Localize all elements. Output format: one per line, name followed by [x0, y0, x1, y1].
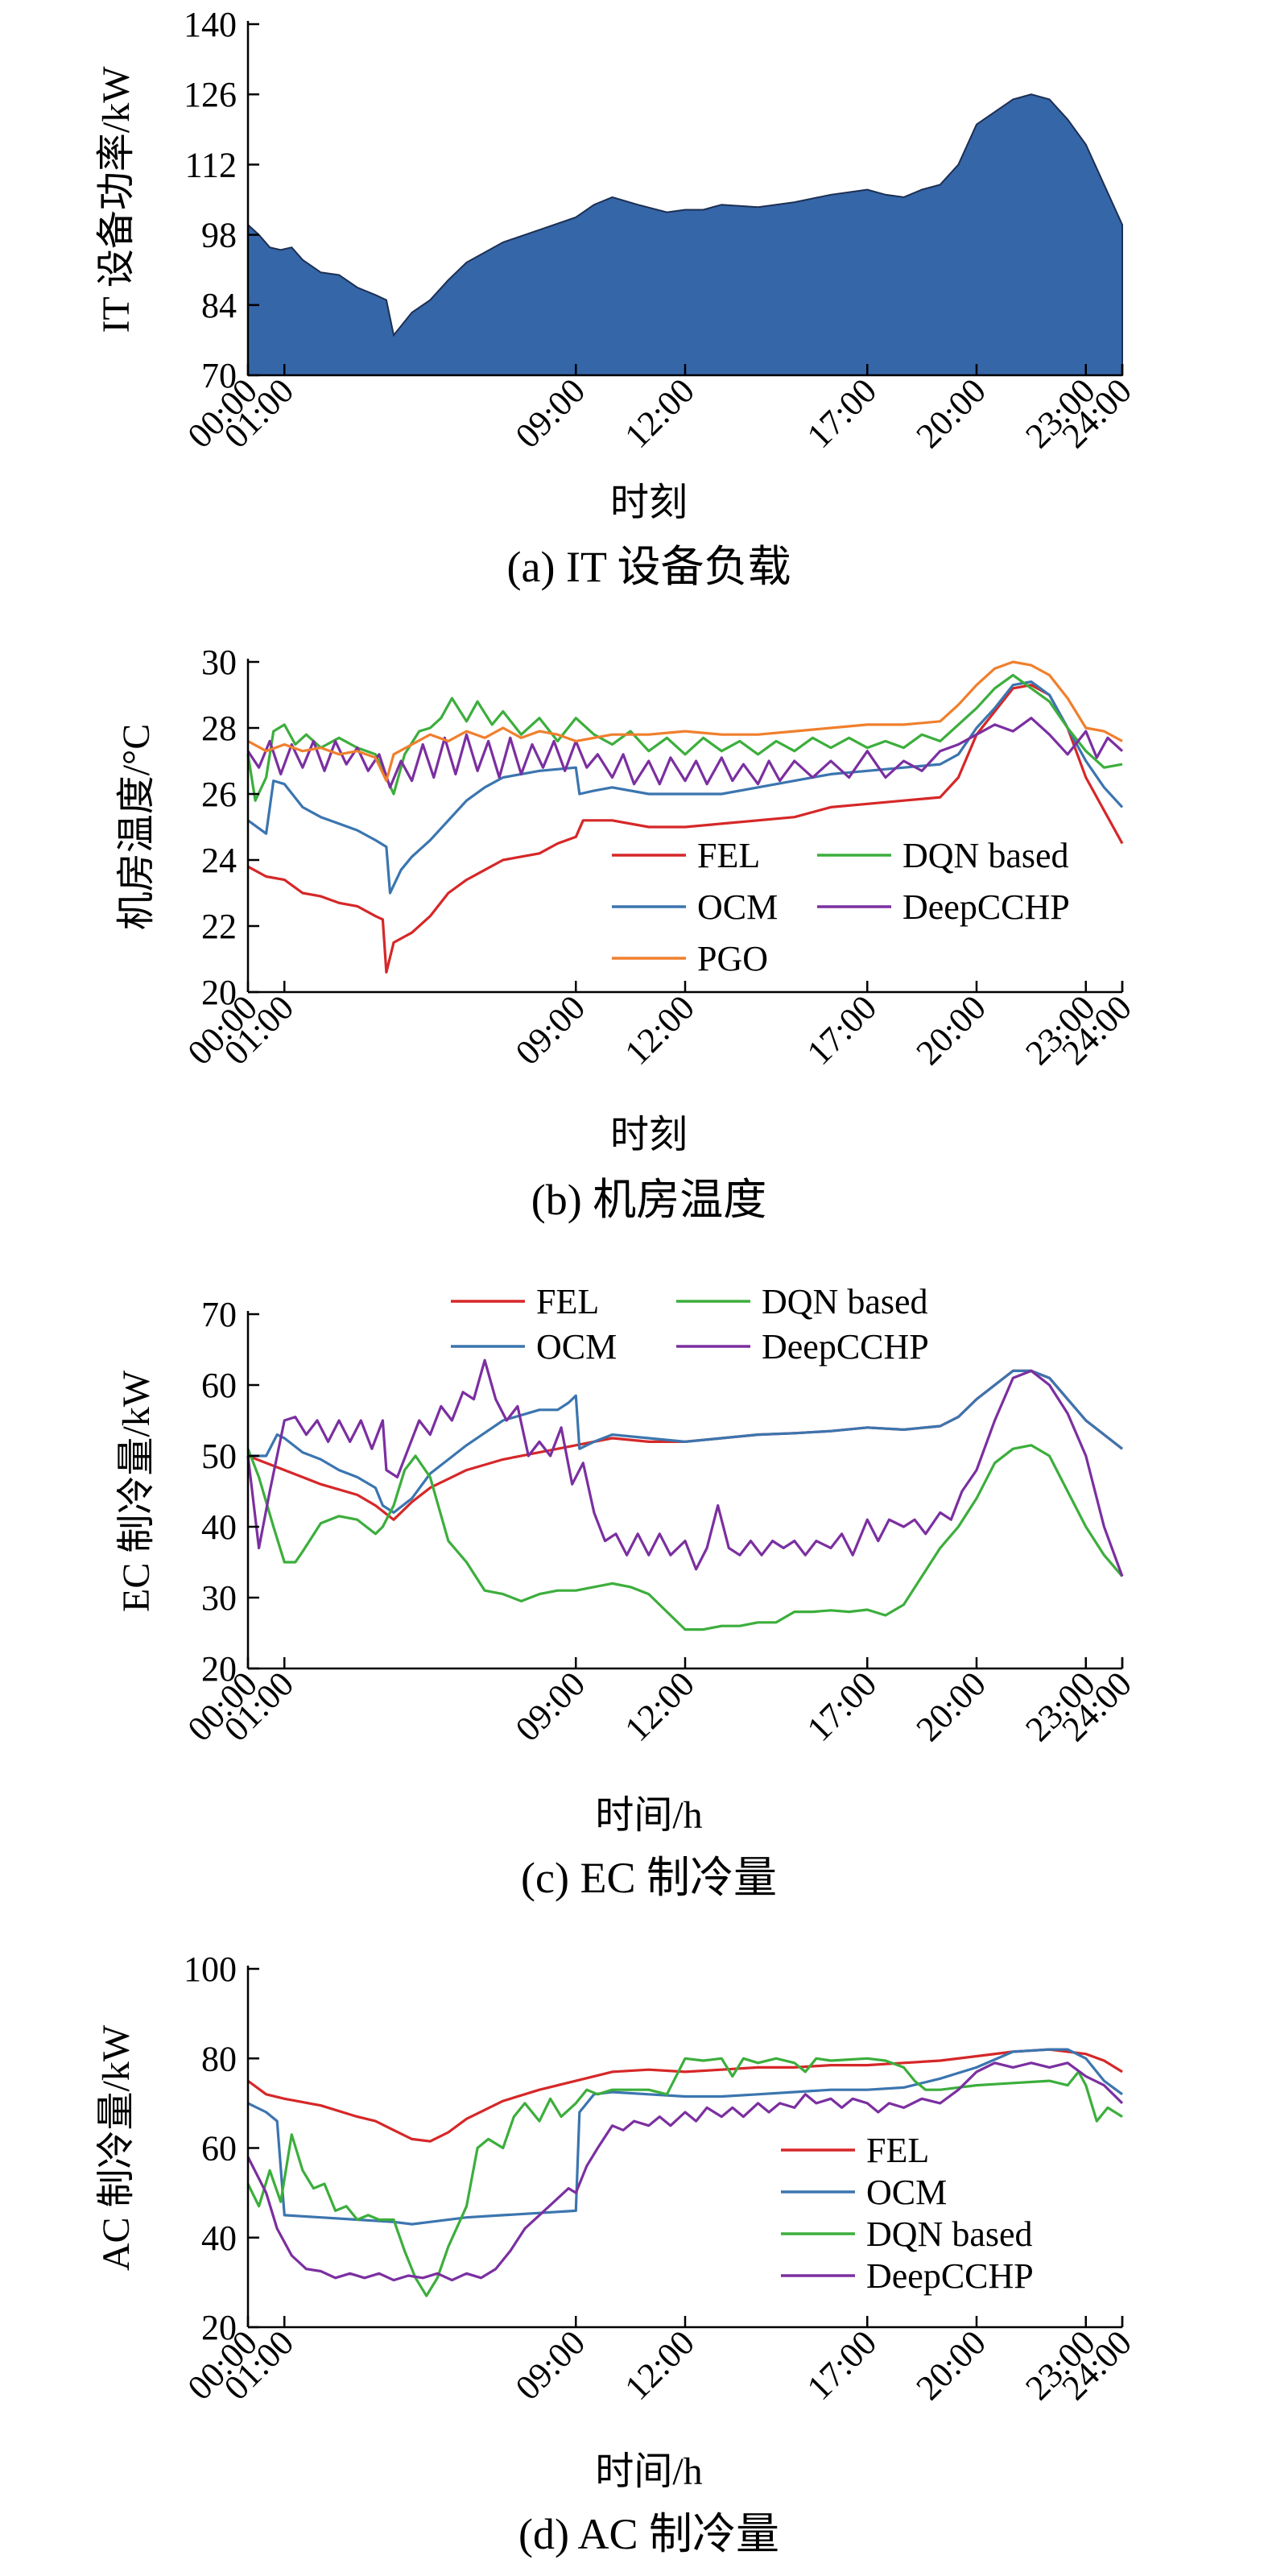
legend-label: FEL	[536, 1282, 599, 1321]
x-axis-label: 时间/h	[595, 2450, 702, 2493]
x-tick-label: 12:00	[617, 370, 703, 456]
legend-label: PGO	[697, 939, 768, 978]
y-tick-label: 80	[201, 2039, 237, 2078]
x-tick-label: 20:00	[909, 370, 994, 456]
x-tick-label: 20:00	[909, 2322, 994, 2408]
x-tick-label: 20:00	[909, 1664, 994, 1749]
y-tick-label: 126	[184, 75, 237, 114]
series-line-pgo	[247, 660, 1123, 783]
panel-caption: (c) EC 制冷量	[521, 1854, 777, 1902]
x-tick-label: 09:00	[508, 987, 593, 1073]
series-line-ocm	[248, 1369, 1123, 1515]
y-tick-label: 30	[201, 643, 237, 682]
legend-label: DeepCCHP	[902, 887, 1070, 927]
y-tick-label: 22	[201, 907, 237, 946]
y-tick-label: 112	[185, 145, 237, 184]
legend-label: OCM	[536, 1327, 617, 1367]
y-tick-label: 98	[201, 216, 237, 255]
panel-caption: (d) AC 制冷量	[518, 2510, 779, 2558]
y-tick-label: 20	[201, 973, 237, 1012]
y-tick-label: 24	[201, 841, 237, 880]
y-tick-label: 100	[184, 1950, 237, 1989]
y-tick-label: 40	[201, 1507, 237, 1547]
legend-label: FEL	[697, 836, 760, 875]
y-tick-label: 50	[201, 1437, 237, 1476]
x-tick-label: 09:00	[508, 370, 593, 456]
x-tick-label: 17:00	[799, 987, 885, 1073]
x-tick-label: 09:00	[508, 1664, 593, 1749]
y-tick-label: 26	[201, 775, 237, 814]
x-axis-label: 时间/h	[595, 1794, 702, 1837]
series-line-ocm	[247, 680, 1124, 895]
legend-label: DeepCCHP	[762, 1327, 929, 1367]
legend: FEL OCM PGO DQN based DeepCCHP	[612, 836, 1070, 978]
panel-caption: (b) 机房温度	[531, 1176, 766, 1224]
x-tick-label: 12:00	[617, 987, 703, 1073]
y-tick-label: 60	[201, 1366, 237, 1405]
y-axis-label: AC 制冷量/kW	[95, 2024, 138, 2271]
y-axis-label: IT 设备功率/kW	[95, 66, 138, 333]
series-line-fel	[247, 2048, 1123, 2143]
y-tick-label: 28	[201, 709, 237, 748]
legend-label: DQN based	[762, 1282, 928, 1321]
area-series-it-power	[247, 93, 1123, 376]
x-tick-label: 20:00	[909, 987, 994, 1073]
y-tick-label: 20	[201, 1649, 237, 1689]
legend-label: FEL	[866, 2131, 929, 2170]
x-tick-label: 09:00	[508, 2322, 593, 2408]
y-axis-label: 机房温度/°C	[115, 724, 158, 931]
legend-label: OCM	[866, 2173, 947, 2212]
y-tick-label: 40	[201, 2218, 237, 2258]
x-tick-label: 17:00	[799, 2322, 885, 2408]
x-tick-label: 17:00	[799, 1664, 885, 1749]
y-tick-label: 30	[201, 1578, 237, 1618]
legend-label: DQN based	[866, 2214, 1033, 2254]
series-line-deepcchp	[246, 717, 1124, 789]
y-tick-label: 140	[184, 5, 237, 44]
legend: FEL OCM DQN based DeepCCHP	[451, 1282, 929, 1367]
y-tick-label: 60	[201, 2129, 237, 2169]
legend-label: DeepCCHP	[866, 2256, 1034, 2296]
y-tick-label: 20	[201, 2308, 237, 2347]
x-axis-label: 时刻	[610, 1114, 688, 1156]
legend-label: DQN based	[902, 836, 1069, 875]
series-line-dqn-based	[246, 2057, 1123, 2297]
x-tick-label: 12:00	[617, 2322, 703, 2408]
y-tick-label: 70	[201, 356, 237, 395]
series-line-deepcchp	[246, 1358, 1124, 1577]
y-tick-label: 70	[201, 1295, 237, 1334]
series-line-dqn-based	[246, 1444, 1124, 1631]
y-axis-label: EC 制冷量/kW	[115, 1370, 158, 1612]
series-line-ocm	[247, 2048, 1123, 2226]
x-tick-label: 12:00	[617, 1664, 703, 1749]
legend-label: OCM	[697, 887, 778, 927]
panel-caption: (a) IT 设备负载	[507, 543, 791, 591]
series-line-fel	[247, 684, 1124, 974]
x-tick-label: 17:00	[799, 370, 885, 456]
y-tick-label: 84	[201, 286, 237, 325]
x-axis-label: 时刻	[610, 482, 688, 524]
series-line-deepcchp	[246, 2061, 1124, 2282]
